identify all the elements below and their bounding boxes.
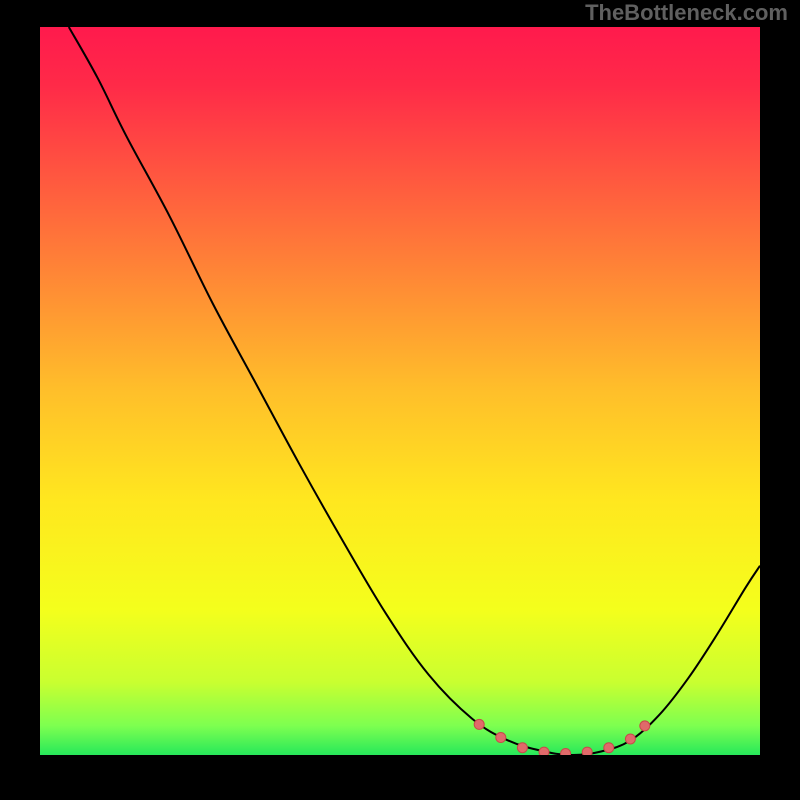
marker-dot	[561, 749, 571, 759]
marker-dot	[640, 721, 650, 731]
bottleneck-chart-svg	[0, 0, 800, 800]
marker-dot	[625, 734, 635, 744]
marker-dot	[474, 719, 484, 729]
watermark-text: TheBottleneck.com	[585, 0, 788, 26]
marker-dot	[582, 747, 592, 757]
marker-dot	[517, 743, 527, 753]
plot-background-gradient	[40, 27, 760, 755]
marker-dot	[496, 733, 506, 743]
marker-dot	[604, 743, 614, 753]
marker-dot	[539, 747, 549, 757]
chart-container: { "canvas": { "width": 800, "height": 80…	[0, 0, 800, 800]
